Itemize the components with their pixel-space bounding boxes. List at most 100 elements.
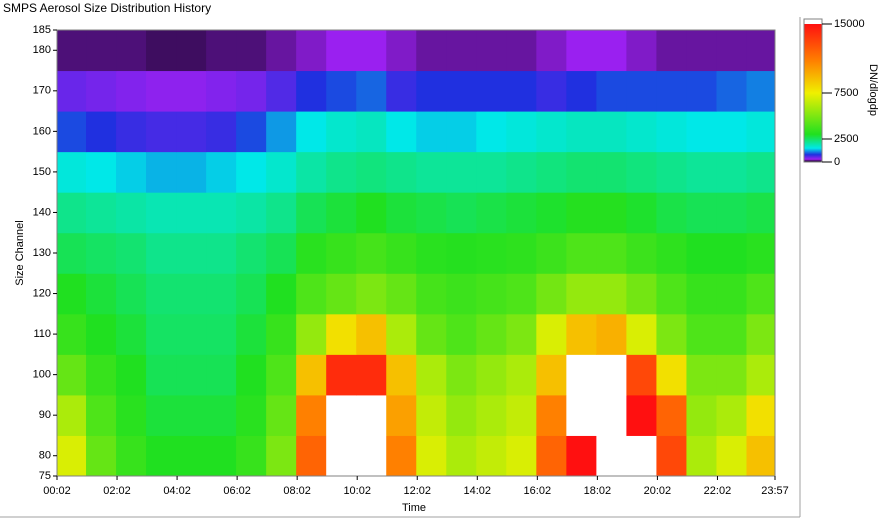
heatmap-cell <box>116 354 147 396</box>
heatmap-cell <box>446 30 477 72</box>
heatmap-cell <box>566 273 597 315</box>
x-tick-label: 02:02 <box>103 485 131 497</box>
heatmap-cell <box>416 435 447 477</box>
heatmap-cell <box>356 30 387 72</box>
heatmap-cell <box>116 394 147 436</box>
y-tick-label: 140 <box>33 206 51 218</box>
heatmap-cell <box>716 435 747 477</box>
heatmap-cell <box>716 30 747 72</box>
heatmap-cell <box>626 192 657 234</box>
heatmap-cell <box>116 70 147 112</box>
heatmap-cell <box>386 354 417 396</box>
heatmap-cell <box>176 313 207 355</box>
heatmap-cell <box>626 30 657 72</box>
heatmap-cell <box>326 111 357 153</box>
heatmap-cell <box>446 394 477 436</box>
heatmap-cell <box>566 354 597 396</box>
heatmap-cell <box>416 313 447 355</box>
heatmap-cell <box>476 30 507 72</box>
heatmap-cell <box>206 30 237 72</box>
heatmap-cell <box>86 232 117 274</box>
heatmap-cell <box>656 435 687 477</box>
heatmap-cell <box>536 111 567 153</box>
heatmap-cell <box>266 30 297 72</box>
heatmap-cell <box>206 192 237 234</box>
heatmap-cell <box>746 273 776 315</box>
heatmap-cell <box>386 232 417 274</box>
heatmap-cell <box>686 313 717 355</box>
x-tick-label: 16:02 <box>524 485 552 497</box>
heatmap-cell <box>686 30 717 72</box>
heatmap-cell <box>296 313 327 355</box>
heatmap-cell <box>476 70 507 112</box>
y-tick-label: 160 <box>33 125 51 137</box>
heatmap-cell <box>626 232 657 274</box>
heatmap-cell <box>206 232 237 274</box>
heatmap-cell <box>326 151 357 193</box>
heatmap-cell <box>596 151 627 193</box>
heatmap-cell <box>446 313 477 355</box>
heatmap-cell <box>176 111 207 153</box>
heatmap-cell <box>686 435 717 477</box>
heatmap-cell <box>57 313 87 355</box>
y-tick-label: 75 <box>39 470 51 482</box>
heatmap-cell <box>236 313 267 355</box>
heatmap-cell <box>146 192 177 234</box>
x-tick-label: 04:02 <box>163 485 191 497</box>
heatmap-cell <box>536 354 567 396</box>
heatmap-cell <box>266 151 297 193</box>
heatmap-cell <box>716 192 747 234</box>
heatmap-cell <box>386 435 417 477</box>
heatmap-cell <box>716 232 747 274</box>
heatmap-cell <box>116 192 147 234</box>
heatmap-cell <box>386 30 417 72</box>
heatmap-cell <box>57 273 87 315</box>
heatmap-cell <box>386 151 417 193</box>
heatmap-cell <box>386 70 417 112</box>
heatmap-cell <box>356 232 387 274</box>
heatmap-cell <box>506 354 537 396</box>
x-axis-label: Time <box>402 502 426 514</box>
heatmap-cell <box>386 394 417 436</box>
heatmap-cell <box>416 273 447 315</box>
heatmap-cell <box>57 232 87 274</box>
heatmap-cell <box>356 111 387 153</box>
heatmap-cell <box>326 394 357 436</box>
heatmap-cell <box>536 70 567 112</box>
x-tick-label: 14:02 <box>464 485 492 497</box>
heatmap-cell <box>746 394 776 436</box>
heatmap-cell <box>296 151 327 193</box>
heatmap-cell <box>446 111 477 153</box>
x-tick-label: 10:02 <box>343 485 371 497</box>
x-tick-label: 00:02 <box>43 485 71 497</box>
heatmap-cell <box>476 435 507 477</box>
heatmap-cell <box>416 70 447 112</box>
heatmap-cell <box>266 394 297 436</box>
heatmap-cell <box>416 394 447 436</box>
heatmap-cell <box>656 111 687 153</box>
heatmap-cell <box>146 435 177 477</box>
heatmap-cell <box>86 192 117 234</box>
heatmap-cell <box>716 151 747 193</box>
heatmap-cell <box>176 30 207 72</box>
heatmap-cell <box>656 30 687 72</box>
heatmap-cell <box>566 192 597 234</box>
heatmap-cell <box>57 30 87 72</box>
heatmap-cell <box>146 313 177 355</box>
y-tick-label: 120 <box>33 287 51 299</box>
heatmap-cell <box>626 394 657 436</box>
heatmap-cell <box>476 394 507 436</box>
heatmap-cell <box>326 232 357 274</box>
heatmap-cell <box>476 313 507 355</box>
heatmap-cell <box>476 232 507 274</box>
heatmap-cell <box>206 273 237 315</box>
heatmap-cell <box>746 30 776 72</box>
x-tick-label: 22:02 <box>704 485 732 497</box>
heatmap-cell <box>326 70 357 112</box>
heatmap-cell <box>236 70 267 112</box>
heatmap-cell <box>686 192 717 234</box>
y-tick-label: 170 <box>33 85 51 97</box>
heatmap-cell <box>566 232 597 274</box>
